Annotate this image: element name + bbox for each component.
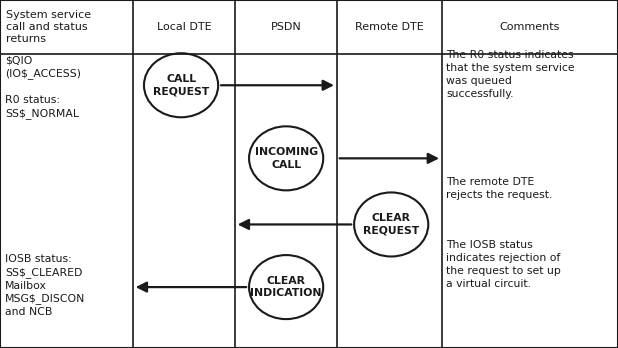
Text: PSDN: PSDN [271,22,301,32]
Ellipse shape [144,53,218,117]
Text: CLEAR
REQUEST: CLEAR REQUEST [363,213,420,236]
Text: The remote DTE
rejects the request.: The remote DTE rejects the request. [446,177,552,200]
Text: IOSB status:
SS$_CLEARED
Mailbox
MSG$_DISCON
and NCB: IOSB status: SS$_CLEARED Mailbox MSG$_DI… [5,254,85,317]
Text: The R0 status indicates
that the system service
was queued
successfully.: The R0 status indicates that the system … [446,50,575,99]
Text: CLEAR
INDICATION: CLEAR INDICATION [250,276,322,298]
Text: Remote DTE: Remote DTE [355,22,424,32]
Text: The IOSB status
indicates rejection of
the request to set up
a virtual circuit.: The IOSB status indicates rejection of t… [446,240,561,288]
Text: Local DTE: Local DTE [156,22,211,32]
Text: System service
call and status
returns: System service call and status returns [6,10,91,44]
Text: CALL
REQUEST: CALL REQUEST [153,74,210,96]
Text: Comments: Comments [500,22,560,32]
Ellipse shape [249,255,323,319]
Ellipse shape [249,126,323,190]
Text: INCOMING
CALL: INCOMING CALL [255,147,318,169]
Text: $QIO
(IO$_ACCESS)

R0 status:
SS$_NORMAL: $QIO (IO$_ACCESS) R0 status: SS$_NORMAL [5,56,81,119]
Ellipse shape [354,192,428,256]
